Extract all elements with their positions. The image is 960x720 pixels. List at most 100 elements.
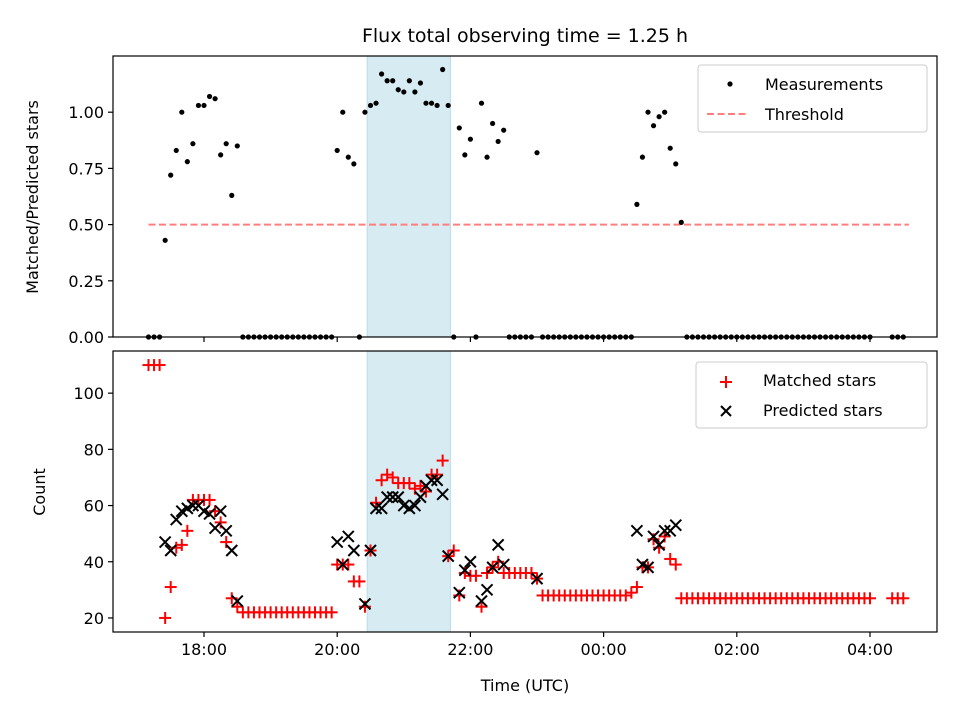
data-point	[469, 569, 482, 582]
data-point	[864, 592, 876, 605]
data-point	[634, 201, 640, 207]
data-point	[656, 114, 662, 120]
data-point	[392, 490, 405, 504]
series-predicted-stars	[158, 474, 682, 611]
x-tick-label: 04:00	[847, 640, 893, 659]
data-point	[495, 138, 501, 145]
data-point	[384, 78, 390, 84]
data-point	[491, 538, 505, 552]
data-point	[173, 147, 179, 154]
data-point	[458, 563, 472, 577]
data-point	[234, 143, 240, 149]
data-point	[231, 594, 244, 608]
data-point	[619, 589, 632, 602]
data-point	[370, 496, 383, 509]
data-point	[428, 100, 435, 106]
data-point	[212, 96, 218, 102]
data-point	[386, 490, 399, 504]
y-tick-label: 0.50	[68, 216, 104, 235]
data-point	[420, 485, 432, 498]
data-point	[414, 479, 427, 492]
y-tick-label: 40	[84, 553, 104, 572]
data-point	[164, 544, 177, 557]
data-point	[336, 558, 349, 571]
x-axis-label: Time (UTC)	[480, 676, 569, 695]
data-point	[408, 499, 422, 512]
data-point	[375, 502, 388, 515]
data-point	[436, 454, 449, 467]
data-point	[652, 538, 666, 552]
data-point	[406, 78, 412, 84]
data-point	[362, 109, 368, 115]
top-panel: Flux total observing time = 1.25 h 0.00 0…	[23, 25, 938, 347]
data-point	[486, 561, 499, 574]
data-point	[434, 102, 440, 109]
data-point	[497, 558, 510, 571]
data-point	[647, 530, 660, 543]
data-point	[453, 586, 466, 599]
chart-title: Flux total observing time = 1.25 h	[362, 25, 688, 47]
data-point	[475, 600, 488, 613]
data-point	[168, 172, 174, 178]
data-point	[347, 544, 361, 557]
data-point	[490, 120, 496, 127]
data-point	[334, 147, 340, 154]
data-point	[412, 89, 418, 95]
data-point	[386, 471, 399, 484]
data-point	[401, 89, 407, 95]
bottom-y-axis-label: Count	[30, 468, 49, 516]
data-point	[530, 572, 544, 585]
highlight-span	[366, 350, 451, 633]
data-point	[464, 555, 477, 568]
y-tick-label: 60	[84, 497, 104, 516]
data-point	[431, 468, 444, 481]
data-point	[379, 71, 385, 77]
data-point	[214, 504, 227, 518]
top-y-axis-label: Matched/Predicted stars	[23, 100, 42, 294]
y-tick-label: 0.25	[68, 272, 104, 291]
data-point	[340, 109, 346, 115]
data-point	[390, 78, 396, 84]
data-point	[195, 102, 202, 109]
data-point	[897, 592, 910, 605]
data-point	[186, 499, 200, 512]
y-tick-label: 0.00	[68, 328, 104, 347]
legend-measurements-marker	[727, 81, 733, 87]
data-point	[456, 125, 462, 131]
data-point	[478, 100, 485, 106]
top-legend: Measurements Threshold	[697, 64, 928, 133]
data-point	[645, 109, 651, 115]
data-point	[440, 66, 446, 73]
data-point	[447, 544, 460, 557]
y-tick-label: 80	[84, 440, 104, 459]
data-point	[351, 161, 357, 167]
data-point	[158, 535, 172, 549]
y-tick-label: 0.75	[68, 159, 104, 178]
data-point	[375, 474, 388, 487]
data-point	[345, 154, 351, 160]
data-point	[414, 490, 427, 504]
x-tick-label: 18:00	[181, 640, 227, 659]
data-point	[436, 488, 449, 501]
data-point	[425, 474, 438, 487]
y-tick-label: 100	[73, 384, 104, 403]
legend-threshold-label: Threshold	[764, 105, 844, 124]
data-point	[223, 141, 229, 147]
data-point	[330, 535, 344, 549]
data-point	[430, 474, 444, 487]
data-point	[667, 145, 673, 151]
data-point	[353, 575, 366, 588]
data-point	[650, 123, 657, 129]
data-point	[219, 524, 233, 538]
data-point	[225, 544, 238, 557]
data-point	[481, 566, 494, 579]
legend-predicted-label: Predicted stars	[763, 401, 883, 420]
data-point	[395, 87, 401, 93]
data-point	[164, 581, 177, 594]
data-point	[625, 586, 638, 599]
data-point	[403, 477, 416, 490]
data-point	[231, 600, 244, 613]
data-point	[462, 152, 468, 158]
legend-measurements-label: Measurements	[765, 75, 883, 94]
data-point	[218, 152, 224, 158]
